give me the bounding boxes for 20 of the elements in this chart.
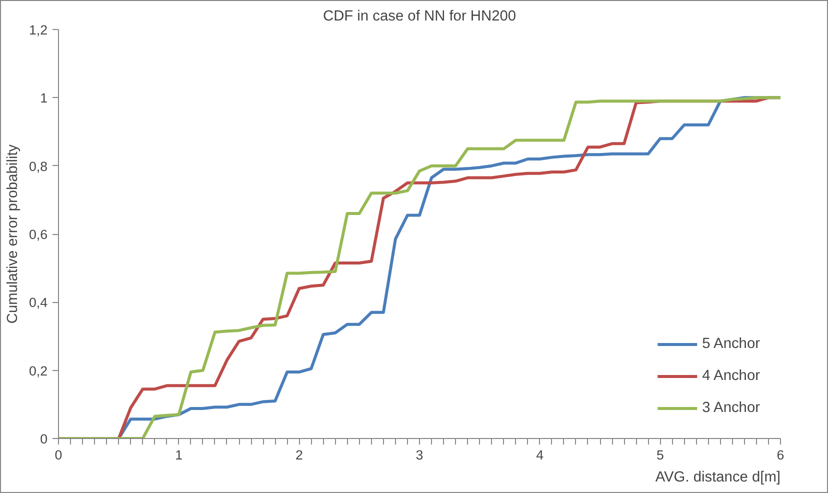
x-tick-label: 0 bbox=[54, 448, 62, 462]
chart-title: CDF in case of NN for HN200 bbox=[322, 8, 516, 24]
y-axis-title: Cumulative error probability bbox=[4, 144, 21, 324]
legend-label: 4 Anchor bbox=[702, 368, 760, 384]
legend-label: 5 Anchor bbox=[702, 336, 760, 352]
y-tick-label: 0,4 bbox=[28, 295, 48, 310]
x-tick-label: 6 bbox=[776, 448, 784, 462]
x-axis-title: AVG. distance d[m] bbox=[655, 470, 780, 486]
x-tick-label: 5 bbox=[656, 448, 664, 462]
y-tick-label: 0,2 bbox=[28, 363, 48, 378]
y-tick-label: 0,6 bbox=[28, 227, 48, 242]
y-tick-label: 0,8 bbox=[28, 158, 48, 174]
x-tick-label: 4 bbox=[536, 448, 544, 462]
x-tick-label: 1 bbox=[175, 448, 183, 462]
x-tick-label: 2 bbox=[295, 448, 303, 462]
x-tick-label: 3 bbox=[416, 448, 424, 462]
y-tick-label: 0 bbox=[40, 432, 48, 446]
y-tick-label: 1,2 bbox=[28, 22, 48, 38]
y-tick-label: 1 bbox=[40, 90, 48, 106]
legend-label: 3 Anchor bbox=[702, 400, 760, 416]
